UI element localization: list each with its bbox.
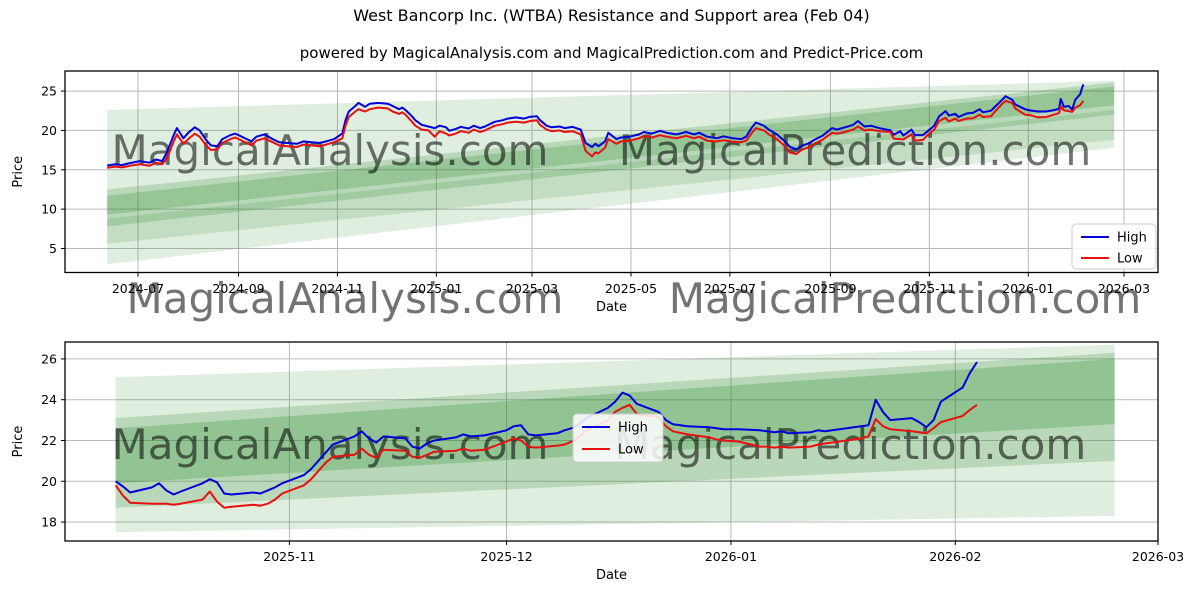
- chart-top: MagicalAnalysis.com MagicalPrediction.com…: [11, 70, 1159, 315]
- legend: High Low: [1071, 223, 1157, 270]
- watermark-analysis: MagicalAnalysis.com: [127, 274, 564, 323]
- support-band: [107, 86, 1115, 215]
- plot-border: [64, 341, 1159, 542]
- x-tick-label: 2024-11: [311, 281, 363, 296]
- y-tick-label: 26: [41, 351, 57, 366]
- chart-subtitle: powered by MagicalAnalysis.com and Magic…: [299, 44, 924, 62]
- legend-low-label: Low: [618, 443, 644, 458]
- chart-bottom: MagicalAnalysis.com MagicalPrediction.com…: [11, 341, 1184, 583]
- plot-border: [64, 70, 1159, 274]
- y-tick-label: 5: [49, 241, 57, 256]
- legend-high-label: High: [618, 421, 648, 436]
- x-tick-label: 2025-12: [480, 549, 532, 564]
- x-tick-label: 2025-07: [704, 281, 756, 296]
- low-line: [107, 99, 1085, 169]
- chart-title: West Bancorp Inc. (WTBA) Resistance and …: [353, 6, 870, 25]
- x-axis-label: Date: [596, 300, 627, 315]
- support-resistance-bands: [107, 80, 1115, 265]
- support-band: [107, 82, 1115, 227]
- x-tick-label: 2026-03: [1098, 281, 1150, 296]
- grid-lines: [65, 342, 1159, 541]
- watermark-prediction: MagicalPrediction.com: [669, 274, 1142, 323]
- x-tick-label: 2024-07: [112, 281, 164, 296]
- high-line: [115, 361, 978, 496]
- legend-low-label: Low: [1117, 252, 1143, 267]
- watermark-analysis: MagicalAnalysis.com: [112, 420, 549, 469]
- x-tick-label: 2025-05: [605, 281, 657, 296]
- y-tick-label: 24: [41, 392, 57, 407]
- tick-marks: [61, 90, 1125, 277]
- y-tick-label: 22: [41, 433, 57, 448]
- legend-high-label: High: [1117, 231, 1147, 246]
- x-tick-label: 2025-03: [506, 281, 558, 296]
- high-line: [107, 84, 1085, 167]
- y-tick-label: 25: [41, 84, 57, 99]
- y-tick-label: 18: [41, 515, 57, 530]
- x-axis-label: Date: [596, 568, 627, 583]
- x-tick-label: 2025-01: [410, 281, 462, 296]
- x-tick-label: 2026-03: [1132, 549, 1184, 564]
- support-band: [107, 80, 1115, 265]
- tick-marks: [61, 358, 1159, 545]
- watermark-analysis: MagicalAnalysis.com: [112, 126, 549, 175]
- x-tick-label: 2026-01: [1002, 281, 1054, 296]
- x-tick-label: 2024-09: [212, 281, 264, 296]
- y-axis-label: Price: [11, 156, 26, 188]
- y-tick-label: 10: [41, 202, 57, 217]
- y-tick-label: 20: [41, 123, 57, 138]
- low-line: [114, 403, 978, 509]
- x-tick-label: 2025-09: [804, 281, 856, 296]
- grid-lines: [65, 71, 1158, 273]
- x-tick-label: 2026-02: [929, 549, 981, 564]
- y-axis-label: Price: [11, 426, 26, 458]
- x-tick-label: 2026-01: [705, 549, 757, 564]
- y-tick-label: 20: [41, 474, 57, 489]
- y-tick-label: 15: [41, 162, 57, 177]
- legend: High Low: [572, 413, 664, 463]
- support-band: [107, 109, 1115, 244]
- x-tick-label: 2025-11: [903, 281, 955, 296]
- x-tick-label: 2025-11: [263, 549, 315, 564]
